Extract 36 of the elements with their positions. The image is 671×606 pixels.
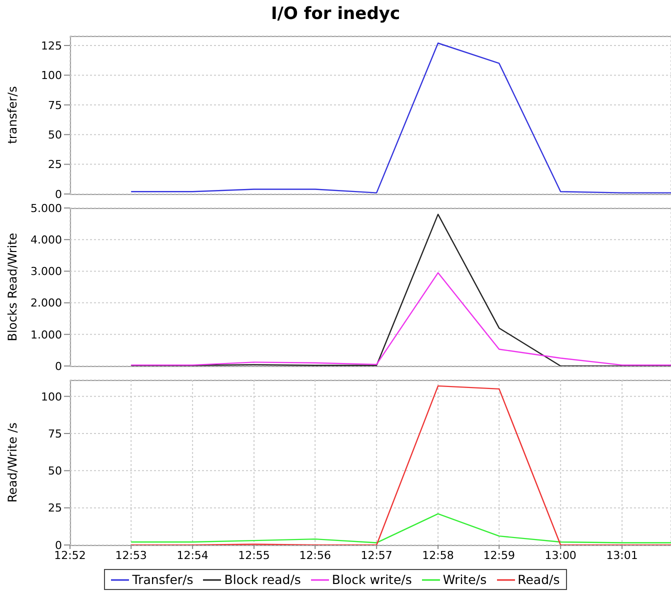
y-tick-label: 5.000: [30, 202, 62, 215]
y-tick-label: 0: [55, 188, 62, 201]
chart-title: I/O for inedyc: [270, 3, 402, 26]
legend-label: Transfer/s: [132, 572, 194, 587]
y-tick-label: 125: [41, 39, 62, 52]
line-series: [130, 272, 671, 366]
y-tick-label: 25: [48, 502, 62, 515]
y-tick-label: 100: [41, 69, 62, 82]
x-tick-label: 12:55: [238, 548, 270, 562]
line-series: [130, 513, 671, 544]
y-axis-title: Blocks Read/Write: [5, 232, 20, 342]
y-axis-title: transfer/s: [5, 86, 20, 144]
x-tick-label: 12:59: [483, 548, 515, 562]
x-tick-label: 12:53: [115, 548, 147, 562]
x-tick-label: 12:56: [299, 548, 331, 562]
y-tick-label: 75: [48, 98, 62, 112]
y-tick-label: 4.000: [30, 234, 62, 247]
y-tick-label: 0: [55, 360, 62, 373]
y-tick-label: 3.000: [30, 265, 62, 278]
y-tick-label: 75: [48, 427, 62, 440]
y-axis-title: Read/Write /s: [5, 422, 20, 502]
legend-label: Read/s: [518, 572, 560, 587]
legend-label: Write/s: [442, 572, 487, 587]
y-tick-label: 50: [48, 128, 62, 142]
x-tick-label: 13:01: [606, 548, 638, 562]
x-tick-label: 13:00: [544, 548, 576, 562]
x-tick-label: 12:57: [360, 548, 392, 562]
legend-label: Block write/s: [332, 572, 412, 587]
y-tick-label: 25: [48, 158, 62, 172]
x-tick-label: 12:54: [176, 548, 208, 562]
y-tick-label: 1.000: [30, 328, 62, 342]
y-tick-label: 2.000: [30, 296, 62, 310]
x-tick-label: 12:58: [422, 548, 454, 562]
legend-label: Block read/s: [224, 572, 301, 587]
y-tick-label: 100: [41, 390, 62, 404]
y-tick-label: 50: [48, 464, 62, 478]
